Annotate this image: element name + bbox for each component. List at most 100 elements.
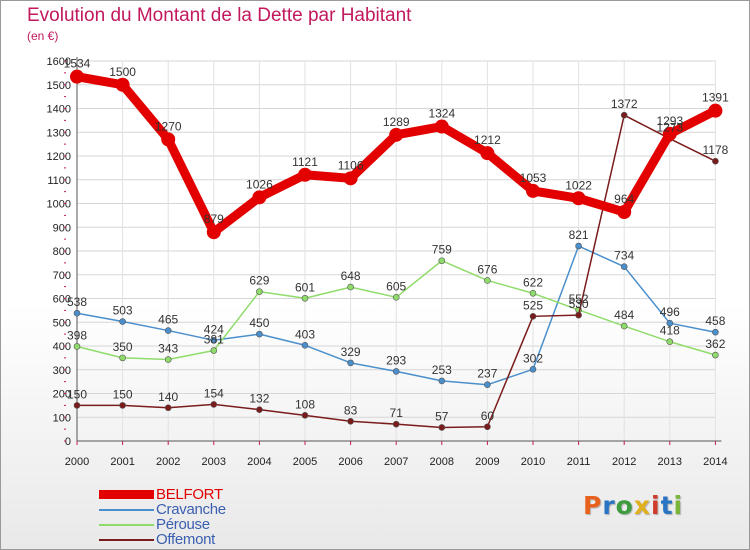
- data-point-cravanche: [712, 328, 719, 336]
- data-point-cravanche: [210, 336, 218, 344]
- data-point-cravanche: [73, 309, 81, 317]
- data-point-cravanche: [347, 359, 354, 367]
- data-point-cravanche: [575, 242, 582, 250]
- x-tick-label: 2013: [658, 456, 682, 468]
- x-tick-label: 2003: [202, 456, 226, 468]
- data-point-cravanche: [256, 330, 263, 338]
- data-point-belfort: [571, 191, 586, 206]
- data-label-offemont: 1372: [611, 97, 638, 111]
- data-label-p-rouse: 381: [204, 333, 224, 347]
- y-tick-label: 1000: [47, 199, 71, 211]
- data-label-offemont: 57: [435, 409, 449, 423]
- data-label-offemont: 154: [204, 386, 224, 400]
- x-tick-label: 2006: [338, 456, 362, 468]
- data-label-p-rouse: 343: [158, 342, 178, 356]
- legend-swatch: [99, 490, 154, 499]
- data-point-belfort: [389, 127, 404, 142]
- data-label-p-rouse: 622: [523, 275, 543, 289]
- chart-legend: BELFORT Cravanche Pérouse Offemont: [99, 487, 226, 547]
- data-label-offemont: 150: [67, 387, 87, 401]
- y-tick-label: 600: [53, 294, 71, 306]
- data-label-p-rouse: 605: [386, 279, 406, 293]
- data-label-p-rouse: 350: [113, 340, 133, 354]
- y-tick-label: 500: [53, 317, 71, 329]
- data-point-belfort: [662, 126, 677, 141]
- data-point-cravanche: [119, 318, 126, 325]
- data-label-offemont: 71: [390, 406, 404, 420]
- data-point-p-rouse: [119, 354, 126, 362]
- data-point-offemont: [712, 157, 719, 165]
- data-label-offemont: 525: [523, 298, 543, 312]
- data-label-offemont: 83: [344, 403, 358, 417]
- x-tick-label: 2000: [65, 456, 89, 468]
- y-tick-label: 0: [65, 436, 71, 448]
- proxiti-logo: Proxiti: [583, 491, 684, 520]
- data-label-belfort: 1324: [428, 107, 455, 121]
- legend-item-offemont: Offemont: [99, 532, 226, 547]
- data-label-belfort: 1026: [246, 177, 273, 191]
- data-label-belfort: 1500: [109, 65, 136, 79]
- y-tick-label: 300: [53, 365, 71, 377]
- data-point-p-rouse: [347, 283, 354, 291]
- data-point-belfort: [480, 146, 495, 161]
- y-tick-label: 200: [53, 389, 71, 401]
- data-label-cravanche: 293: [386, 353, 406, 367]
- data-label-belfort: 1289: [383, 115, 410, 129]
- data-point-offemont: [575, 311, 582, 319]
- data-label-belfort: 1534: [64, 57, 91, 71]
- data-point-p-rouse: [301, 294, 309, 302]
- x-tick-label: 2011: [567, 456, 591, 468]
- data-label-cravanche: 503: [113, 304, 133, 318]
- y-tick-label: 1300: [47, 127, 71, 139]
- legend-label: BELFORT: [156, 486, 223, 503]
- y-tick-label: 400: [53, 341, 71, 353]
- legend-label: Cravanche: [156, 501, 226, 518]
- data-point-p-rouse: [712, 351, 719, 359]
- data-label-belfort: 1293: [656, 114, 683, 128]
- data-point-p-rouse: [256, 288, 263, 295]
- legend-item-cravanche: Cravanche: [99, 502, 226, 517]
- data-label-p-rouse: 676: [477, 262, 497, 276]
- data-label-cravanche: 538: [67, 295, 87, 309]
- data-point-belfort: [161, 132, 176, 147]
- data-point-offemont: [392, 420, 400, 428]
- data-label-cravanche: 458: [705, 314, 725, 328]
- x-tick-label: 2009: [475, 456, 499, 468]
- data-point-belfort: [434, 119, 449, 134]
- data-point-p-rouse: [529, 289, 537, 297]
- data-point-belfort: [708, 103, 723, 118]
- data-point-offemont: [119, 402, 126, 409]
- data-point-p-rouse: [73, 343, 81, 350]
- data-label-belfort: 1053: [520, 171, 547, 185]
- data-label-p-rouse: 418: [660, 324, 680, 338]
- x-tick-label: 2002: [156, 456, 180, 468]
- legend-label: Pérouse: [156, 516, 210, 533]
- data-label-cravanche: 237: [477, 367, 497, 381]
- data-point-cravanche: [620, 263, 628, 270]
- data-label-p-rouse: 362: [705, 337, 725, 351]
- data-label-p-rouse: 648: [341, 269, 361, 283]
- data-label-cravanche: 253: [432, 363, 452, 377]
- data-point-cravanche: [164, 327, 172, 334]
- data-label-belfort: 1106: [338, 158, 364, 172]
- x-tick-label: 2004: [247, 456, 271, 468]
- data-label-belfort: 1022: [565, 178, 592, 192]
- y-tick-label: 1600: [47, 56, 71, 68]
- data-point-p-rouse: [484, 277, 491, 284]
- data-point-offemont: [529, 313, 537, 320]
- data-label-cravanche: 302: [523, 351, 543, 365]
- data-point-offemont: [438, 424, 446, 431]
- y-tick-label: 1200: [47, 151, 71, 163]
- data-point-cravanche: [484, 381, 491, 389]
- y-tick-label: 900: [53, 222, 71, 234]
- data-point-offemont: [620, 111, 628, 119]
- data-point-offemont: [347, 417, 354, 425]
- data-point-belfort: [206, 225, 221, 240]
- data-point-belfort: [252, 190, 267, 205]
- chart-subtitle: (en €): [27, 29, 59, 43]
- data-label-offemont: 1178: [702, 143, 728, 157]
- data-point-cravanche: [392, 368, 400, 375]
- data-label-p-rouse: 484: [614, 308, 634, 322]
- legend-swatch: [99, 538, 154, 541]
